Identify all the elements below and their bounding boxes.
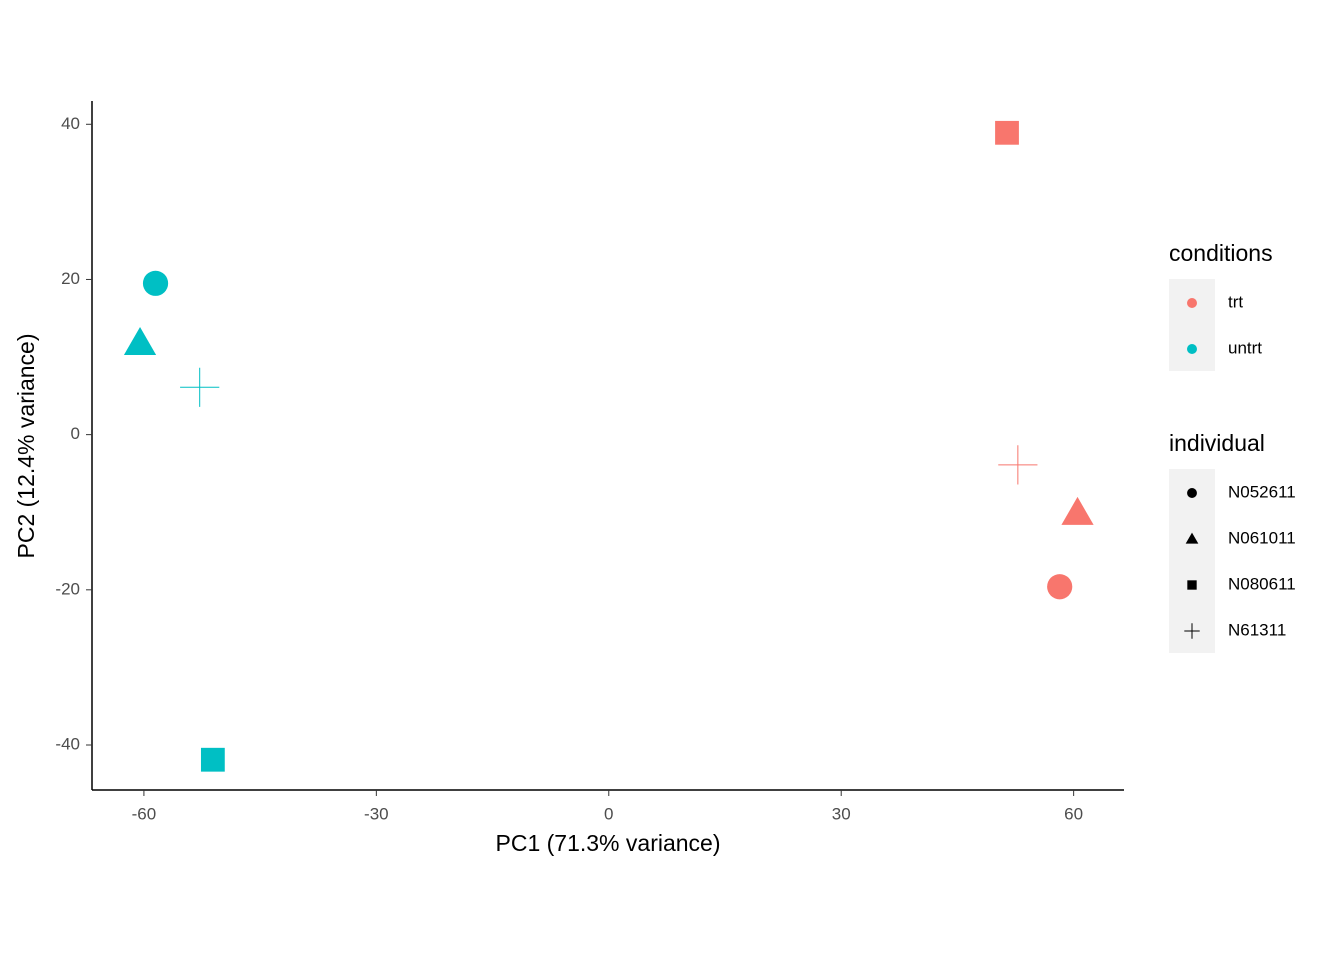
legend-label: N61311 [1228,620,1286,639]
point [200,747,225,772]
y-tick-label: 40 [61,114,80,133]
point [142,270,169,296]
legend-key [1184,623,1200,639]
legend-key [1187,344,1197,354]
legend-label: N052611 [1228,482,1296,501]
y-tick-label: 20 [61,269,80,288]
point [995,120,1019,145]
x-tick-label: -60 [132,804,157,823]
legend-label: N080611 [1228,574,1296,593]
point [998,445,1038,485]
x-axis-title: PC1 (71.3% variance) [496,830,721,856]
point [1061,496,1094,525]
point [180,367,220,407]
legend-label: trt [1228,292,1243,311]
legend-key [1187,580,1197,590]
y-tick-label: -20 [55,579,80,598]
y-tick-label: -40 [55,734,80,753]
legend-label: N061011 [1228,528,1296,547]
x-tick-label: 0 [604,804,613,823]
legend-key-bg [1169,279,1215,371]
y-tick-label: 0 [71,424,80,443]
legend-key [1185,532,1199,544]
x-tick-label: -30 [364,804,389,823]
legend-title: individual [1169,430,1265,456]
y-axis-title: PC2 (12.4% variance) [13,334,39,559]
legend-key [1187,488,1197,498]
legend-key-bg [1169,469,1215,653]
x-tick-label: 60 [1064,804,1083,823]
point [123,326,157,355]
legend-label: untrt [1228,338,1262,357]
legend-key [1187,298,1197,308]
x-tick-label: 30 [832,804,851,823]
point [1047,574,1073,600]
legend-title: conditions [1169,240,1273,266]
